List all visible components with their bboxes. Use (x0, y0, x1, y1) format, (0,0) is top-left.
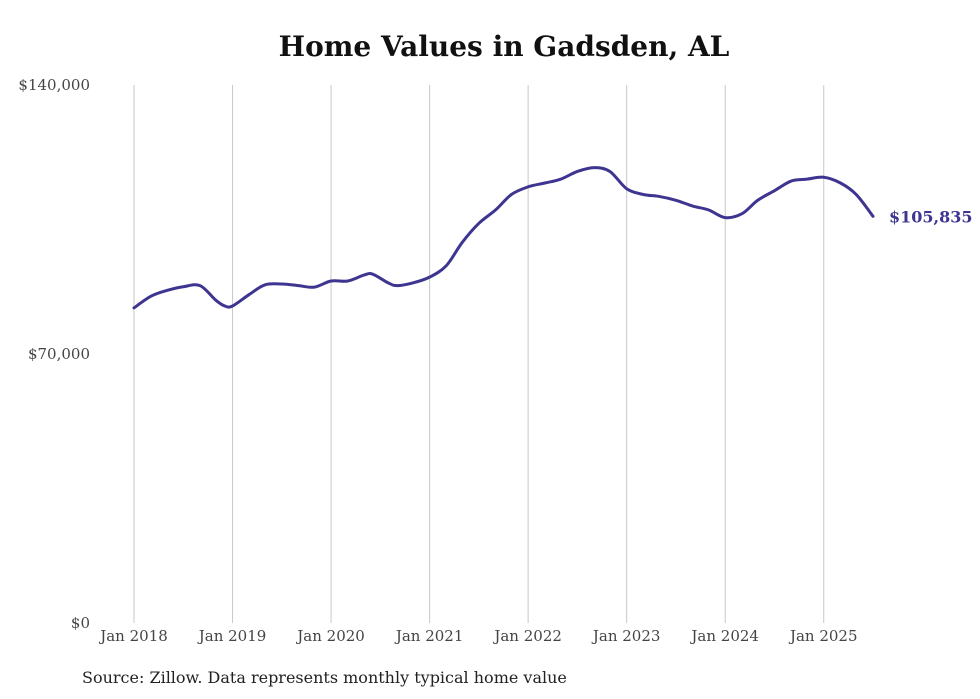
y-tick-label: $70,000 (28, 345, 90, 363)
x-tick-label: Jan 2023 (591, 627, 661, 645)
x-tick-label: Jan 2025 (788, 627, 858, 645)
source-note: Source: Zillow. Data represents monthly … (82, 668, 567, 687)
y-tick-label: $0 (71, 614, 90, 632)
x-tick-label: Jan 2020 (295, 627, 365, 645)
series-line (132, 166, 875, 310)
x-tick-label: Jan 2021 (394, 627, 464, 645)
x-tick-label: Jan 2018 (98, 627, 168, 645)
x-tick-label: Jan 2019 (197, 627, 267, 645)
x-tick-label: Jan 2022 (492, 627, 562, 645)
y-tick-label: $140,000 (18, 76, 90, 94)
x-tick-label: Jan 2024 (689, 627, 759, 645)
chart-title: Home Values in Gadsden, AL (278, 30, 730, 63)
end-value-label: $105,835 (889, 207, 973, 226)
